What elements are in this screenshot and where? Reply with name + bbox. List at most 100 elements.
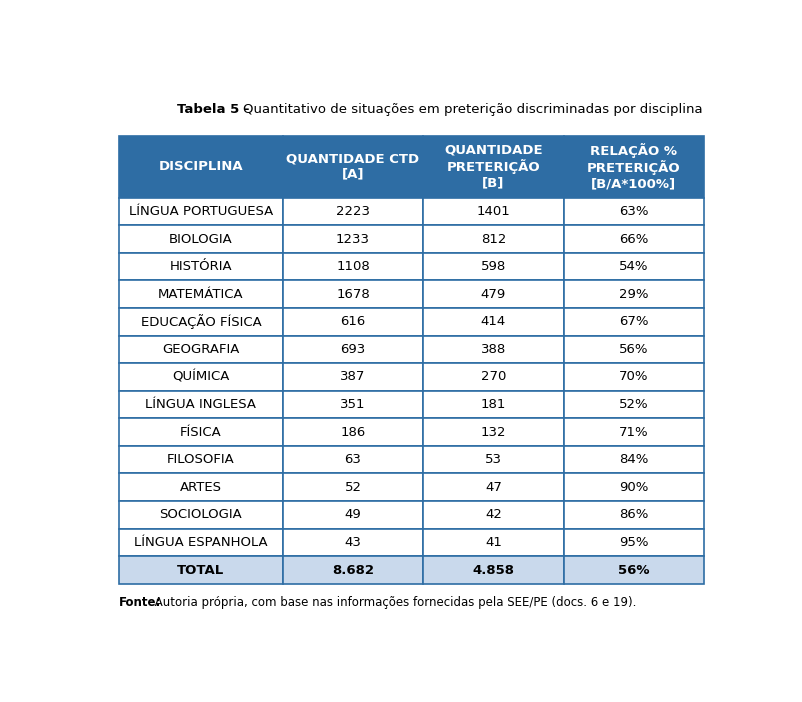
Text: 598: 598	[480, 260, 505, 273]
Bar	[423, 336, 563, 363]
Text: 2223: 2223	[335, 205, 370, 218]
Bar	[282, 529, 423, 556]
Text: Tabela 5 -: Tabela 5 -	[177, 103, 254, 116]
Text: 70%: 70%	[618, 371, 648, 383]
Bar	[119, 418, 282, 446]
Text: QUÍMICA: QUÍMICA	[172, 371, 229, 383]
Text: 181: 181	[480, 398, 505, 411]
Bar	[282, 198, 423, 225]
Text: 1233: 1233	[335, 232, 370, 246]
Text: 186: 186	[340, 425, 365, 439]
Text: SOCIOLOGIA: SOCIOLOGIA	[160, 508, 242, 522]
Text: DISCIPLINA: DISCIPLINA	[159, 160, 243, 173]
Bar	[282, 363, 423, 391]
Bar	[119, 473, 282, 501]
Text: 56%: 56%	[618, 343, 648, 356]
Text: LÍNGUA PORTUGUESA: LÍNGUA PORTUGUESA	[128, 205, 273, 218]
Text: EDUCAÇÃO FÍSICA: EDUCAÇÃO FÍSICA	[140, 314, 261, 329]
Bar	[282, 391, 423, 418]
Bar	[423, 446, 563, 473]
Bar	[563, 556, 703, 584]
Bar	[282, 501, 423, 529]
Text: 67%: 67%	[618, 315, 648, 329]
Text: FILOSOFIA: FILOSOFIA	[167, 453, 234, 466]
Text: FÍSICA: FÍSICA	[180, 425, 221, 439]
Bar	[563, 308, 703, 336]
Text: MATEMÁTICA: MATEMÁTICA	[158, 288, 244, 300]
Bar	[423, 529, 563, 556]
Text: 414: 414	[480, 315, 505, 329]
Bar	[282, 418, 423, 446]
Bar	[119, 253, 282, 281]
Text: 95%: 95%	[618, 536, 648, 549]
Text: 693: 693	[340, 343, 365, 356]
Bar	[282, 281, 423, 308]
Text: 616: 616	[340, 315, 365, 329]
Bar	[563, 418, 703, 446]
Bar	[563, 225, 703, 253]
Text: Autoria própria, com base nas informações fornecidas pela SEE/PE (docs. 6 e 19).: Autoria própria, com base nas informaçõe…	[151, 596, 635, 609]
Text: 1678: 1678	[336, 288, 370, 300]
Text: 351: 351	[340, 398, 366, 411]
Text: 71%: 71%	[618, 425, 648, 439]
Bar	[119, 135, 282, 198]
Bar	[563, 253, 703, 281]
Bar	[282, 135, 423, 198]
Text: 812: 812	[480, 232, 505, 246]
Bar	[282, 253, 423, 281]
Bar	[119, 556, 282, 584]
Text: 84%: 84%	[618, 453, 648, 466]
Text: 1108: 1108	[336, 260, 370, 273]
Text: 132: 132	[480, 425, 505, 439]
Bar	[563, 198, 703, 225]
Text: ARTES: ARTES	[180, 481, 221, 494]
Text: 41: 41	[484, 536, 501, 549]
Bar	[563, 363, 703, 391]
Text: LÍNGUA ESPANHOLA: LÍNGUA ESPANHOLA	[134, 536, 267, 549]
Text: BIOLOGIA: BIOLOGIA	[169, 232, 233, 246]
Text: 1401: 1401	[476, 205, 510, 218]
Bar	[423, 501, 563, 529]
Text: 54%: 54%	[618, 260, 648, 273]
Text: 43: 43	[344, 536, 361, 549]
Bar	[119, 308, 282, 336]
Bar	[119, 501, 282, 529]
Bar	[119, 336, 282, 363]
Bar	[119, 363, 282, 391]
Bar	[119, 225, 282, 253]
Text: 29%: 29%	[618, 288, 648, 300]
Bar	[423, 135, 563, 198]
Text: GEOGRAFIA: GEOGRAFIA	[162, 343, 239, 356]
Bar	[282, 473, 423, 501]
Bar	[423, 253, 563, 281]
Text: 387: 387	[340, 371, 365, 383]
Bar	[423, 391, 563, 418]
Text: Quantitativo de situações em preterição discriminadas por disciplina: Quantitativo de situações em preterição …	[242, 103, 701, 116]
Bar	[563, 391, 703, 418]
Bar	[423, 281, 563, 308]
Text: 63%: 63%	[618, 205, 648, 218]
Bar	[423, 225, 563, 253]
Text: 479: 479	[480, 288, 505, 300]
Bar	[563, 281, 703, 308]
Text: 86%: 86%	[618, 508, 648, 522]
Bar	[119, 446, 282, 473]
Text: 66%: 66%	[618, 232, 648, 246]
Text: 8.682: 8.682	[331, 564, 374, 576]
Bar	[563, 135, 703, 198]
Bar	[563, 501, 703, 529]
Text: 56%: 56%	[618, 564, 649, 576]
Bar	[423, 418, 563, 446]
Bar	[423, 198, 563, 225]
Bar	[423, 363, 563, 391]
Bar	[423, 308, 563, 336]
Bar	[119, 281, 282, 308]
Bar	[119, 198, 282, 225]
Text: 4.858: 4.858	[472, 564, 514, 576]
Text: 90%: 90%	[618, 481, 648, 494]
Text: HISTÓRIA: HISTÓRIA	[169, 260, 232, 273]
Bar	[282, 308, 423, 336]
Bar	[282, 556, 423, 584]
Text: 42: 42	[484, 508, 501, 522]
Text: 53: 53	[484, 453, 501, 466]
